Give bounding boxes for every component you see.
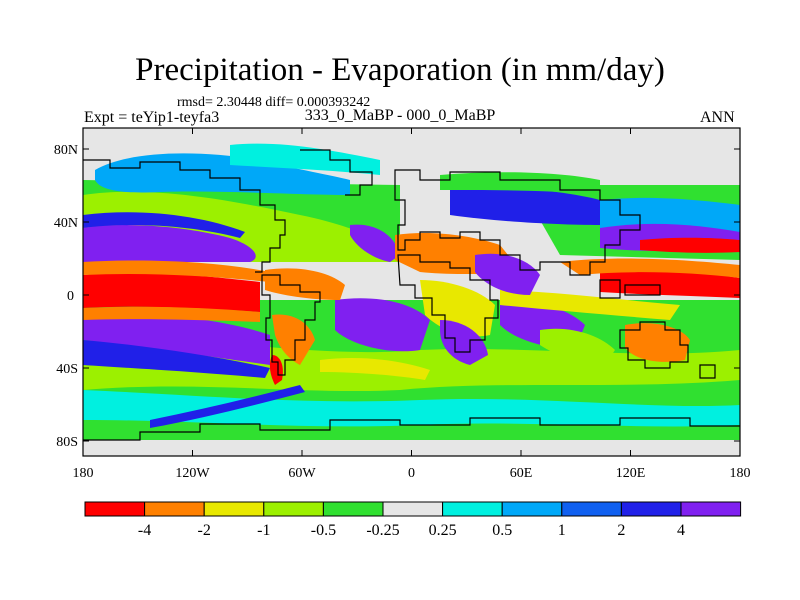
- field-orange-australia: [625, 323, 690, 362]
- field-purple-mideast: [475, 253, 540, 295]
- lat-label: 0: [67, 289, 74, 304]
- field-cyan-arctic: [230, 143, 380, 175]
- field-blue-spacific-high: [83, 340, 270, 378]
- lon-label: 60E: [510, 466, 533, 481]
- field-purple-africa-south: [440, 320, 488, 365]
- season-label: ANN: [700, 109, 735, 126]
- colorbar-box: [501, 501, 563, 517]
- colorbar-box: [203, 501, 265, 517]
- colorbar-label: 4: [677, 522, 685, 539]
- field-blue-arctic: [95, 153, 350, 195]
- colorbar-label: 0.5: [492, 522, 512, 539]
- lon-label: 180: [73, 466, 94, 481]
- field-yellow-africa: [420, 280, 495, 337]
- colorbar-label: -0.25: [366, 522, 399, 539]
- colorbar-box: [322, 501, 384, 517]
- field-orange-satlantic-itcz: [265, 268, 345, 300]
- colorbar-box: [382, 501, 444, 517]
- field-orange-westpacific: [560, 258, 740, 278]
- colorbar-labels: -4 -2 -1 -0.5 -0.25 0.25 0.5 1 2 4: [138, 522, 685, 539]
- field-red-npacific-west: [640, 237, 740, 253]
- lat-label: 40S: [56, 362, 78, 377]
- lon-labels: 180 120W 60W 0 60E 120E 180: [73, 466, 751, 481]
- field-yellow-atlantic-south: [320, 358, 430, 380]
- colorbar-label: 0.25: [429, 522, 457, 539]
- lat-label: 80S: [56, 435, 78, 450]
- field-purple-spacific-high: [83, 312, 270, 365]
- colorbar-label: -1: [257, 522, 270, 539]
- field-orange-equatorial-pacific: [83, 260, 270, 322]
- colorbar-label: -0.5: [311, 522, 336, 539]
- field-orange-southamerica: [272, 314, 315, 365]
- field-blue-npacific-high: [83, 212, 245, 238]
- colorbar-box: [620, 501, 682, 517]
- field-lightgreen-indian: [540, 328, 615, 365]
- colorbar: -4 -2 -1 -0.5 -0.25 0.25 0.5 1 2 4: [84, 501, 742, 539]
- colorbar-label: 2: [617, 522, 625, 539]
- field-blue-south-ocean-streak: [150, 385, 305, 428]
- land-outline: [83, 149, 740, 441]
- colorbar-box: [442, 501, 503, 517]
- lon-ticks: [82, 128, 741, 456]
- lon-label: 120E: [616, 466, 646, 481]
- map-field: [83, 128, 740, 456]
- stats-line: rmsd= 2.30448 diff= 0.000393242: [177, 95, 371, 110]
- lon-label: 60W: [288, 466, 316, 481]
- colorbar-label: -4: [138, 522, 151, 539]
- colorbar-label: -2: [198, 522, 211, 539]
- lat-ticks: [83, 148, 740, 442]
- colorbar-box: [263, 501, 324, 517]
- field-purple-npacific-high: [83, 225, 256, 262]
- experiment-label: Expt = teYip1-teyfa3: [84, 109, 220, 126]
- lon-label: 120W: [175, 466, 210, 481]
- colorbar-label: 1: [558, 522, 566, 539]
- lat-label: 80N: [54, 143, 78, 158]
- colorbar-box: [144, 501, 205, 517]
- field-red-equatorial-pacific: [83, 272, 260, 312]
- lon-label: 180: [730, 466, 751, 481]
- colorbar-box: [561, 501, 622, 517]
- period-label: 333_0_MaBP - 000_0_MaBP: [304, 107, 496, 124]
- plot-title: Precipitation - Evaporation (in mm/day): [135, 52, 665, 88]
- lon-label: 0: [408, 466, 415, 481]
- lat-labels: 80N 40N 0 40S 80S: [54, 143, 78, 450]
- colorbar-boxes: [84, 501, 742, 517]
- field-red-westpacific: [600, 270, 740, 298]
- field-yellow-westpacific: [500, 290, 680, 320]
- lat-label: 40N: [54, 216, 78, 231]
- field-purple-satlantic: [335, 298, 430, 352]
- field-blue-siberia: [450, 188, 600, 225]
- colorbar-box: [84, 501, 146, 517]
- field-purple-natlantic: [350, 224, 400, 262]
- colorbar-box: [680, 501, 742, 517]
